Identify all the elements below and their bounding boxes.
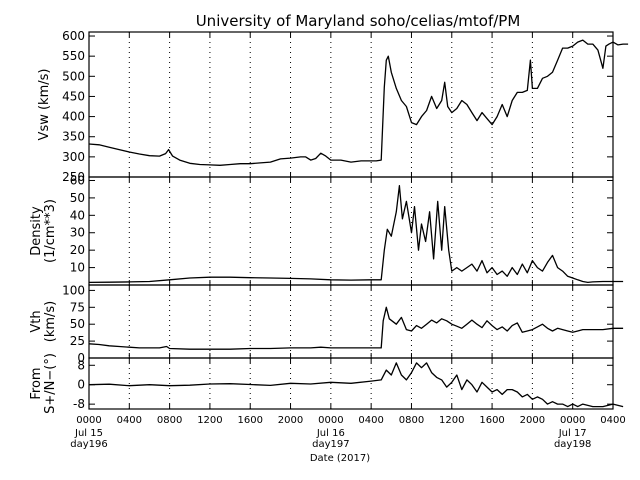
series-line xyxy=(88,362,624,408)
panel-frame xyxy=(88,31,614,178)
y-tick-label: -8 xyxy=(73,397,85,411)
x-tick-label: 0400 xyxy=(117,415,142,426)
panel-3: 0 25 50 75 100 Vth(km/s) xyxy=(29,283,624,365)
x-tick-label: 0000 xyxy=(318,415,343,426)
x-axis: 0000 0400 0800 1200 1600 2000 0000 0400 0800 1200… xyxy=(70,415,625,450)
y-axis-label-line: (1/cm**3) xyxy=(43,199,58,263)
y-axis-label-line: From xyxy=(29,367,44,399)
panel-1: 250 300 350 400 450 500 550 600 Vsw (km/s) xyxy=(37,29,629,184)
y-axis-label: Vsw (km/s) xyxy=(37,69,52,141)
x-tick-label: 0800 xyxy=(157,415,182,426)
y-tick-label: 75 xyxy=(70,300,85,314)
x-tick-label: 0000 xyxy=(560,415,585,426)
y-tick-label: 350 xyxy=(62,130,85,144)
x-date-label: Jul 15 xyxy=(74,428,103,439)
x-date-label: Jul 17 xyxy=(558,428,587,439)
y-axis-label-line: S+/N−(°) xyxy=(43,353,58,414)
x-tick-label: 0000 xyxy=(76,415,101,426)
y-tick-label: 300 xyxy=(62,150,85,164)
panel-frame xyxy=(88,176,614,286)
chart-title: University of Maryland soho/celias/mtof/… xyxy=(196,12,521,30)
y-axis-label-line: Density xyxy=(29,206,44,256)
series-line xyxy=(88,39,629,166)
x-tick-label: 0400 xyxy=(600,415,625,426)
x-tick-label: 1200 xyxy=(439,415,464,426)
x-tick-label: 2000 xyxy=(278,415,303,426)
y-tick-label: 50 xyxy=(70,317,85,331)
series-line xyxy=(88,185,624,284)
series-line xyxy=(88,306,624,350)
x-date-label: day197 xyxy=(312,439,349,450)
y-axis-label: Vth(km/s) xyxy=(29,301,58,343)
x-tick-label: 1600 xyxy=(238,415,263,426)
y-tick-label: 30 xyxy=(70,226,85,240)
y-tick-label: 400 xyxy=(62,110,85,124)
y-tick-label: 50 xyxy=(70,191,85,205)
x-tick-label: 1200 xyxy=(197,415,222,426)
y-axis-label-line: Vth xyxy=(29,310,44,332)
panel-2: 10 20 30 40 50 60 Density(1/cm**3) xyxy=(29,173,624,286)
y-axis-label: Density(1/cm**3) xyxy=(29,199,58,263)
y-tick-label: 20 xyxy=(70,243,85,257)
y-tick-label: 40 xyxy=(70,208,85,222)
x-tick-label: 2000 xyxy=(520,415,545,426)
y-tick-label: 10 xyxy=(70,261,85,275)
y-axis-label-line: (km/s) xyxy=(43,301,58,343)
x-tick-label: 1600 xyxy=(479,415,504,426)
y-tick-label: 250 xyxy=(62,170,85,184)
y-tick-label: 0 xyxy=(77,351,85,365)
x-date-label: Jul 16 xyxy=(316,428,345,439)
y-tick-label: 60 xyxy=(70,173,85,187)
x-axis-label: Date (2017) xyxy=(310,453,370,464)
y-tick-label: 0 xyxy=(77,378,85,392)
x-date-label: day198 xyxy=(554,439,591,450)
y-tick-label: 100 xyxy=(62,283,85,297)
y-axis-label: FromS+/N−(°) xyxy=(29,353,58,414)
y-tick-label: 500 xyxy=(62,69,85,83)
y-tick-label: 550 xyxy=(62,49,85,63)
panel-frame xyxy=(88,357,614,410)
y-tick-label: 450 xyxy=(62,89,85,103)
y-axis-label-line: Vsw (km/s) xyxy=(37,69,52,141)
y-tick-label: 25 xyxy=(70,334,85,348)
x-date-label: day196 xyxy=(70,439,107,450)
y-tick-label: 8 xyxy=(77,358,85,372)
y-tick-label: 600 xyxy=(62,29,85,43)
x-tick-label: 0800 xyxy=(399,415,424,426)
x-tick-label: 0400 xyxy=(358,415,383,426)
